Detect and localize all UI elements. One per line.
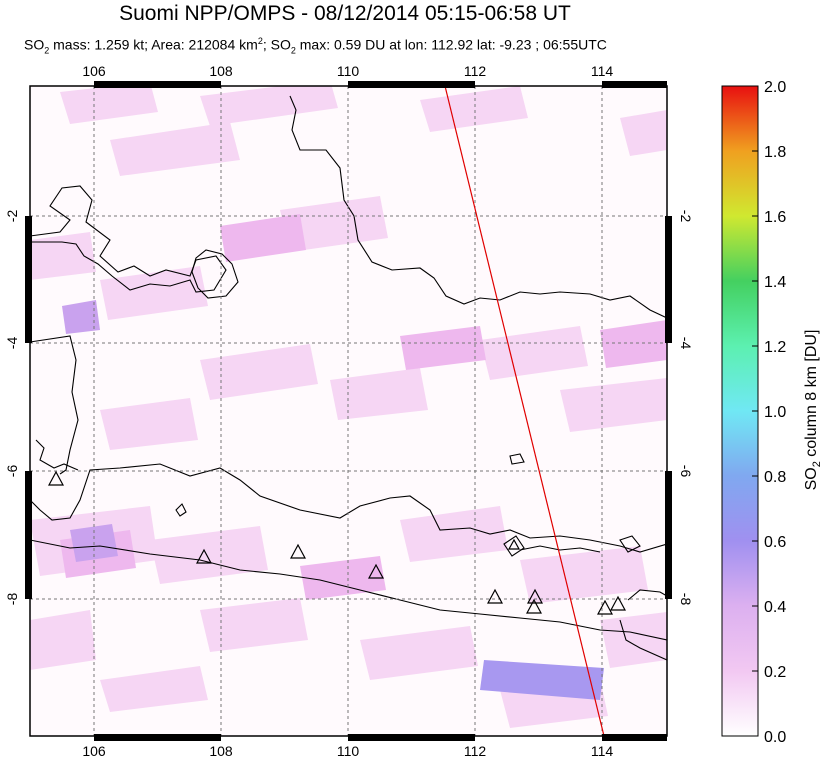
volcano-marker [507, 538, 521, 550]
colorbar-tick-label: 0.2 [764, 664, 786, 681]
mass-text: mass: 1.259 kt; Area: 212084 km [49, 36, 258, 53]
volcano-marker [486, 588, 504, 604]
colorbar-title-suffix: column 8 km [DU] [803, 330, 820, 462]
colorbar-tick-label: 1.0 [764, 404, 786, 421]
lat-tick-left: -8 [4, 593, 20, 606]
graticule [30, 86, 667, 736]
so2-max-pixel [480, 660, 604, 700]
map-title: Suomi NPP/OMPS - 08/12/2014 05:15-06:58 … [119, 2, 571, 25]
max-text: max: 0.59 DU at lon: 112.92 lat: -9.23 ;… [295, 36, 607, 53]
lon-tick-bottom: 108 [209, 743, 233, 759]
lon-tick-bottom: 114 [591, 743, 614, 759]
lon-tick-bottom: 106 [82, 743, 106, 759]
volcano-marker [289, 543, 307, 559]
colorbar: 2.0 1.8 1.6 1.4 1.2 1.0 0.8 0.6 0.4 0.2 … [721, 79, 823, 746]
volcano-marker [367, 563, 385, 579]
lon-labels-top: 106 108 110 112 114 [82, 63, 613, 79]
lat-tick-left: -4 [4, 337, 20, 350]
colorbar-tick-label: 1.2 [764, 339, 786, 356]
colorbar-tick-label: 2.0 [764, 79, 786, 96]
colorbar-title: SO2 column 8 km [DU] [803, 330, 823, 491]
lon-tick-top: 110 [337, 63, 360, 79]
colorbar-tick-label: 1.4 [764, 274, 786, 291]
max-sub: 2 [290, 45, 296, 56]
max-prefix: ; SO [262, 36, 291, 53]
volcano-marker [47, 470, 65, 486]
volcano-marker [525, 598, 543, 614]
colorbar-tick-labels: 2.0 1.8 1.6 1.4 1.2 1.0 0.8 0.6 0.4 0.2 … [764, 79, 786, 746]
colorbar-title-sub: 2 [811, 461, 823, 467]
lat-tick-right: -6 [678, 465, 694, 478]
coastline-layer [30, 95, 667, 661]
colorbar-ticks [752, 85, 758, 737]
colorbar-tick-label: 1.8 [764, 144, 786, 161]
lon-tick-top: 108 [209, 63, 233, 79]
volcano-marker [195, 548, 213, 564]
lat-tick-right: -4 [678, 337, 694, 350]
volcano-marker [609, 595, 627, 611]
lat-tick-right: -8 [678, 593, 694, 606]
colorbar-tick-label: 1.6 [764, 209, 786, 226]
frame-bars [25, 81, 672, 741]
lon-tick-top: 106 [82, 63, 106, 79]
mass-prefix: SO [24, 36, 45, 53]
lon-tick-bottom: 110 [337, 743, 360, 759]
volcano-markers [47, 470, 627, 615]
area-sup: 2 [257, 36, 263, 46]
mass-sub: 2 [44, 45, 50, 56]
colorbar-tick-label: 0.0 [764, 729, 786, 746]
colorbar-tick-label: 0.6 [764, 534, 786, 551]
lon-tick-bottom: 112 [464, 743, 487, 759]
colorbar-title-prefix: SO [803, 467, 820, 490]
lat-tick-left: -6 [4, 465, 20, 478]
lon-labels-bottom: 106 108 110 112 114 [82, 743, 613, 759]
map-subtitle: SO2 mass: 1.259 kt; Area: 212084 km2; SO… [24, 36, 607, 55]
lat-tick-right: -2 [678, 210, 694, 223]
lon-tick-top: 112 [464, 63, 487, 79]
lat-labels-left: -2 -4 -6 -8 [4, 210, 20, 606]
colorbar-tick-label: 0.8 [764, 469, 786, 486]
lat-tick-left: -2 [4, 210, 20, 223]
volcano-marker [596, 599, 614, 615]
colorbar-tick-label: 0.4 [764, 599, 786, 616]
lon-tick-top: 114 [591, 63, 614, 79]
orbit-track-line [444, 85, 605, 737]
lat-labels-right: -2 -4 -6 -8 [678, 210, 694, 606]
